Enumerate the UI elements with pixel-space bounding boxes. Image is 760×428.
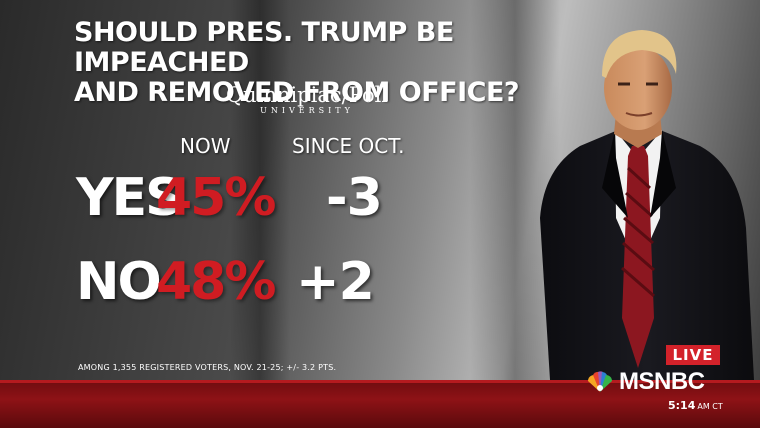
poll-question: SHOULD PRES. TRUMP BE IMPEACHED AND REMO… <box>74 18 594 108</box>
person-photo <box>540 30 754 380</box>
network-bug: MSNBC <box>585 368 705 396</box>
row-value-no-now: 48% <box>156 252 276 312</box>
row-label-no: NO <box>76 252 162 312</box>
poll-footnote: AMONG 1,355 REGISTERED VOTERS, NOV. 21-2… <box>78 363 337 372</box>
background-shadow <box>230 0 290 428</box>
row-label-yes: YES <box>76 168 183 228</box>
broadcast-clock: 5:14 AM CT <box>668 399 723 412</box>
clock-time: 5:14 <box>668 399 696 412</box>
row-value-no-change: +2 <box>296 252 375 312</box>
clock-zone: AM CT <box>697 402 723 411</box>
network-name: MSNBC <box>619 368 705 395</box>
row-value-yes-change: -3 <box>326 168 383 228</box>
column-header-since: SINCE OCT. <box>292 134 405 158</box>
peacock-icon <box>588 371 612 392</box>
live-badge: LIVE <box>666 345 720 365</box>
lower-ticker-bar <box>0 380 760 428</box>
poll-question-line-2: AND REMOVED FROM OFFICE? <box>74 77 520 108</box>
pollster-logo: Quinnipiac/Poll UNIVERSITY <box>212 84 402 116</box>
poll-question-line-1: SHOULD PRES. TRUMP BE IMPEACHED <box>74 17 454 78</box>
ticker-stripe <box>0 380 760 383</box>
pollster-subtitle: UNIVERSITY <box>260 106 354 115</box>
column-header-now: NOW <box>180 134 231 158</box>
row-value-yes-now: 45% <box>156 168 276 228</box>
pollster-name: Quinnipiac/Poll <box>225 83 389 107</box>
